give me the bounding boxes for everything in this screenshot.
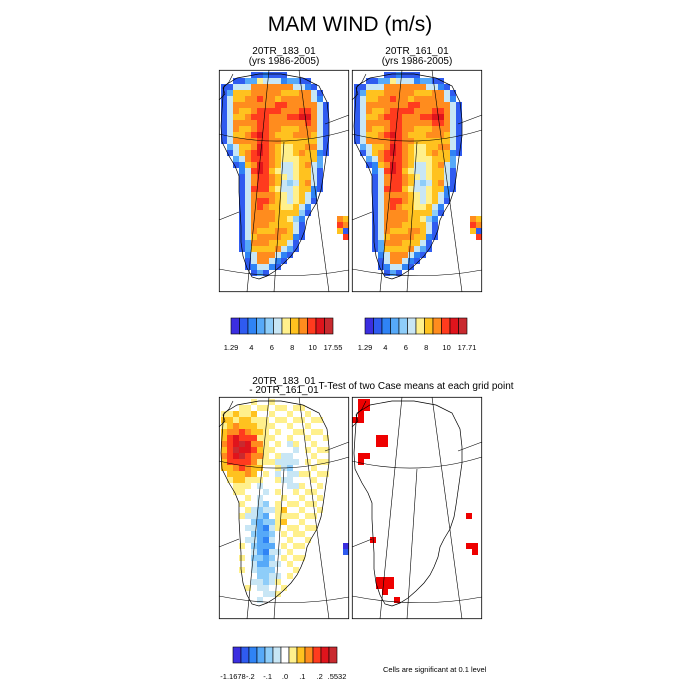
panel3-colorbar <box>232 646 338 664</box>
panel3-subtitle: - 20TR_161_01 <box>249 385 319 396</box>
colorbar-label: -.2 <box>245 672 255 681</box>
panel2-colorbar <box>364 317 468 335</box>
significance-note: Cells are significant at 0.1 level <box>383 665 487 674</box>
colorbar-label: 10 <box>308 343 317 352</box>
colorbar-label: 4 <box>383 343 388 352</box>
panel2-map <box>351 69 483 293</box>
colorbar-label: 1.29 <box>357 343 373 352</box>
panel1-title: 20TR_183_01 <box>252 46 316 57</box>
colorbar-label: .1 <box>299 672 306 681</box>
colorbar-label: 10 <box>442 343 451 352</box>
colorbar-label: 1.29 <box>223 343 239 352</box>
panel4-map <box>351 396 483 620</box>
panel2-title: 20TR_161_01 <box>385 46 449 57</box>
colorbar-label: .2 <box>316 672 323 681</box>
panel1-colorbar <box>230 317 334 335</box>
panel2-subtitle: (yrs 1986-2005) <box>381 56 453 67</box>
colorbar-label: 4 <box>249 343 254 352</box>
colorbar-label: 17.71 <box>457 343 477 352</box>
panel3-map <box>218 396 350 620</box>
colorbar-label: -1.1678 <box>220 672 246 681</box>
colorbar-label: .0 <box>281 672 289 681</box>
colorbar-label: 8 <box>290 343 295 352</box>
colorbar-label: 8 <box>424 343 429 352</box>
colorbar-label: 6 <box>403 343 408 352</box>
panel3-title: 20TR_183_01 <box>252 376 316 387</box>
panel1-map <box>218 69 350 293</box>
figure-title: MAM WIND (m/s) <box>267 13 433 36</box>
colorbar-label: -.1 <box>263 672 273 681</box>
panel4-title: T-Test of two Case means at each grid po… <box>318 381 514 392</box>
colorbar-label: .5532 <box>327 672 347 681</box>
colorbar-label: 17.55 <box>323 343 343 352</box>
colorbar-label: 6 <box>269 343 274 352</box>
panel1-subtitle: (yrs 1986-2005) <box>248 56 320 67</box>
